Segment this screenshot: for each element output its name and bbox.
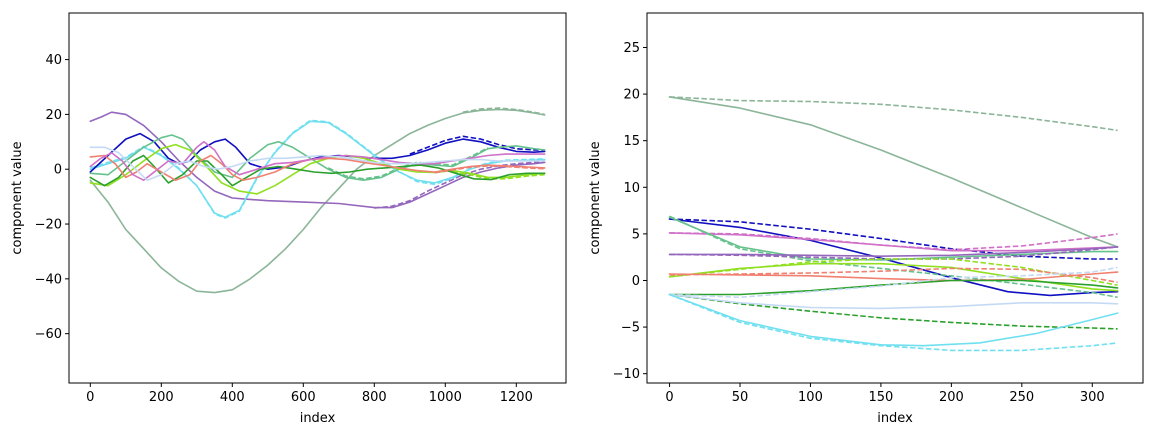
series-line-purple: [89, 111, 546, 209]
series-dashed-lime: [669, 258, 1118, 286]
series-line-lightblue: [89, 146, 546, 181]
series-line-teal: [668, 216, 1119, 261]
series-dashed-green: [669, 293, 1118, 330]
y-tick-label: −10: [613, 367, 640, 382]
series-dashed-orchid: [669, 232, 1118, 251]
x-tick-label: 100: [798, 390, 823, 405]
y-tick-label: −5: [621, 321, 640, 336]
x-tick-label: 300: [1080, 390, 1105, 405]
series-dashed-salmon: [434, 165, 545, 174]
series-line-orchid: [668, 232, 1119, 252]
x-axis-label: index: [300, 411, 336, 426]
series-dashed-lightblue: [669, 266, 1118, 299]
y-tick-label: 20: [45, 108, 62, 123]
axes-frame: [646, 12, 1144, 384]
series-dashed-blue: [669, 218, 1118, 260]
series-line-teal: [89, 134, 546, 181]
x-tick-label: 1000: [429, 390, 462, 405]
x-axis-label: index: [877, 411, 913, 426]
y-axis-label: component value: [588, 141, 603, 254]
y-tick-label: 0: [632, 274, 640, 289]
x-tick-label: 0: [86, 390, 94, 405]
series-dashed-teal: [669, 215, 1118, 299]
x-tick-label: 200: [149, 390, 174, 405]
x-tick-label: 50: [732, 390, 749, 405]
series-dashed-sage: [462, 107, 545, 116]
y-tick-label: −60: [35, 327, 62, 342]
left-panel: 0 200 400 600 800 1000 1200 −60 −40 −20 0 20 40 index…: [10, 12, 567, 426]
plot-area: [89, 107, 546, 294]
series-dashed-sage: [669, 96, 1118, 132]
y-tick-label: 0: [54, 163, 62, 178]
right-panel: 0 50 100 150 200 250 300 −10 −5 0 5 10 15 20 25 index co…: [588, 12, 1144, 426]
x-tick-label: 1200: [500, 390, 533, 405]
series-line-sage: [668, 96, 1119, 248]
series-line-lightblue: [668, 293, 1119, 310]
series-dashed-purple: [374, 160, 545, 209]
x-tick-label: 200: [939, 390, 964, 405]
series-dashed-salmon: [669, 267, 1118, 284]
y-tick-label: 10: [623, 181, 640, 196]
series-dashed-blue: [409, 135, 545, 155]
y-tick-label: 40: [45, 53, 62, 68]
y-tick-label: 20: [623, 88, 640, 103]
series-dashed-teal: [327, 147, 489, 180]
series-dashed-purple: [669, 246, 1118, 260]
plot-area: [668, 96, 1119, 352]
axes-frame: [68, 12, 567, 384]
y-tick-label: 15: [623, 134, 640, 149]
x-tick-label: 250: [1009, 390, 1034, 405]
x-tick-label: 600: [291, 390, 316, 405]
series-line-sage: [89, 108, 546, 294]
series-dashed-cyan: [669, 293, 1118, 352]
y-tick-label: −20: [35, 218, 62, 233]
series-line-green: [89, 154, 546, 187]
series-line-lime: [89, 143, 546, 195]
y-tick-label: −40: [35, 272, 62, 287]
series-line-salmon: [668, 271, 1119, 282]
y-tick-label: 25: [623, 41, 640, 56]
series-line-green: [668, 279, 1119, 296]
x-tick-label: 150: [868, 390, 893, 405]
series-line-purple: [668, 246, 1119, 258]
x-tick-label: 0: [665, 390, 673, 405]
x-tick-label: 400: [220, 390, 245, 405]
series-line-cyan: [668, 293, 1119, 347]
y-axis-label: component value: [10, 141, 25, 254]
y-tick-label: 5: [632, 227, 640, 242]
x-tick-label: 800: [362, 390, 387, 405]
